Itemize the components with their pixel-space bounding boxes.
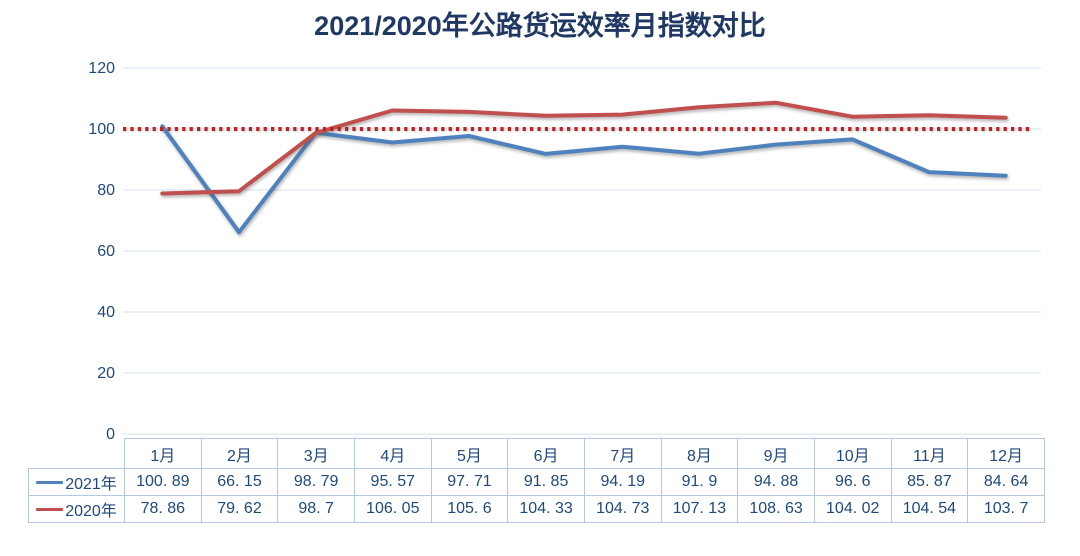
y-axis-tick-80: 80 bbox=[97, 182, 115, 199]
month-header-4: 4月 bbox=[353, 438, 432, 469]
value-cell-2021年-m7: 94. 19 bbox=[583, 468, 662, 496]
value-cell-2021年-m11: 85. 87 bbox=[890, 468, 969, 496]
data-table: 1月 2月 3月 4月 5月 6月 7月 8月 9月 10月 11月 12月 2021年 100. 89 6… bbox=[28, 438, 1045, 523]
value-cell-2020年-m1: 78. 86 bbox=[124, 495, 202, 523]
value-cell-2020年-m3: 98. 7 bbox=[277, 495, 355, 523]
value-cell-2020年-m6: 104. 33 bbox=[507, 495, 585, 523]
value-cell-2020年-m12: 103. 7 bbox=[967, 495, 1045, 523]
month-header-7: 7月 bbox=[583, 438, 662, 469]
value-cell-2021年-m9: 94. 88 bbox=[737, 468, 815, 496]
y-axis-tick-120: 120 bbox=[88, 60, 115, 77]
value-cell-2021年-m3: 98. 79 bbox=[277, 468, 355, 496]
chart-title: 2021/2020年公路货运效率月指数对比 bbox=[314, 11, 766, 41]
value-cell-2021年-m8: 91. 9 bbox=[660, 468, 739, 496]
value-cell-2020年-m4: 106. 05 bbox=[353, 495, 432, 523]
series-line-2021年 bbox=[160, 124, 1008, 235]
value-cell-2021年-m4: 95. 57 bbox=[353, 468, 432, 496]
y-axis-tick-0: 0 bbox=[106, 426, 115, 443]
value-cell-2020年-m9: 108. 63 bbox=[737, 495, 815, 523]
legend-swatch-2020年 bbox=[36, 507, 64, 511]
month-header-6: 6月 bbox=[507, 438, 585, 469]
table-corner-cell bbox=[28, 438, 125, 469]
legend-cell-2020年: 2020年 bbox=[28, 495, 125, 523]
value-cell-2020年-m10: 104. 02 bbox=[813, 495, 892, 523]
value-cell-2020年-m8: 107. 13 bbox=[660, 495, 739, 523]
month-header-1: 1月 bbox=[124, 438, 202, 469]
value-cell-2021年-m10: 96. 6 bbox=[813, 468, 892, 496]
value-cell-2021年-m12: 84. 64 bbox=[967, 468, 1045, 496]
table-row-2021年: 2021年 100. 89 66. 15 98. 79 95. 57 97. 71 91. … bbox=[28, 468, 1045, 496]
table-row-2020年: 2020年 78. 86 79. 62 98. 7 106. 05 105. 6 104. … bbox=[28, 495, 1045, 523]
table-header-row: 1月 2月 3月 4月 5月 6月 7月 8月 9月 10月 11月 12月 bbox=[28, 438, 1045, 469]
value-cell-2021年-m2: 66. 15 bbox=[200, 468, 279, 496]
legend-cell-2021年: 2021年 bbox=[28, 468, 125, 496]
y-axis-tick-40: 40 bbox=[97, 304, 115, 321]
value-cell-2020年-m11: 104. 54 bbox=[890, 495, 969, 523]
month-header-3: 3月 bbox=[277, 438, 355, 469]
y-axis-tick-60: 60 bbox=[97, 243, 115, 260]
month-header-2: 2月 bbox=[200, 438, 279, 469]
legend-swatch-2021年 bbox=[36, 480, 64, 484]
value-cell-2020年-m2: 79. 62 bbox=[200, 495, 279, 523]
value-cell-2021年-m6: 91. 85 bbox=[507, 468, 585, 496]
month-header-10: 10月 bbox=[813, 438, 892, 469]
month-header-5: 5月 bbox=[430, 438, 509, 469]
y-axis-tick-20: 20 bbox=[97, 365, 115, 382]
month-header-9: 9月 bbox=[737, 438, 815, 469]
series-line-2020年 bbox=[160, 100, 1008, 196]
month-header-11: 11月 bbox=[890, 438, 969, 469]
value-cell-2021年-m1: 100. 89 bbox=[124, 468, 202, 496]
value-cell-2020年-m5: 105. 6 bbox=[430, 495, 509, 523]
value-cell-2020年-m7: 104. 73 bbox=[583, 495, 662, 523]
y-axis-tick-100: 100 bbox=[88, 121, 115, 138]
month-header-8: 8月 bbox=[660, 438, 739, 469]
value-cell-2021年-m5: 97. 71 bbox=[430, 468, 509, 496]
month-header-12: 12月 bbox=[967, 438, 1045, 469]
legend-label-2020年: 2020年 bbox=[65, 503, 117, 520]
legend-label-2021年: 2021年 bbox=[65, 476, 117, 493]
